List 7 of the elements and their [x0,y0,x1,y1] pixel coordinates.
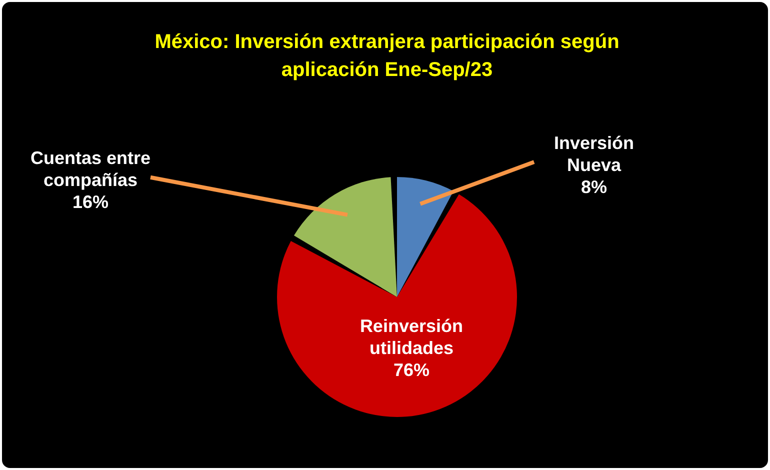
slice-label: Reinversión utilidades [360,316,463,358]
data-label: 8% [581,176,608,197]
chart-title: México: Inversión extranjera participación según aplicación Ene-Sep/23 [154,30,620,83]
data-label: 76% [393,360,430,380]
data-label: 16% [72,192,109,212]
slice-label: Cuentas entre compañías [30,148,151,190]
slice-label: Inversión Nueva [554,132,634,175]
